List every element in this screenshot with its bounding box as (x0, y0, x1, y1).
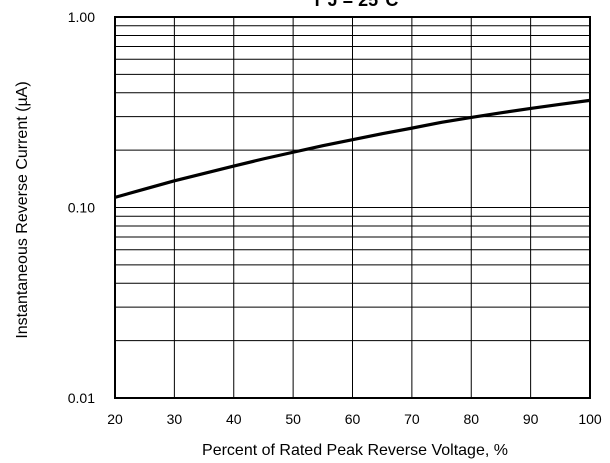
x-tick-label: 90 (523, 411, 539, 427)
y-tick-label: 1.00 (68, 9, 95, 25)
y-tick-labels: 0.01 0.10 1.00 (68, 9, 95, 406)
x-tick-label: 40 (226, 411, 242, 427)
y-axis-label: Instantaneous Reverse Current (µA) (14, 81, 31, 338)
x-tick-label: 50 (285, 411, 301, 427)
x-tick-label: 70 (404, 411, 420, 427)
chart-title: T J = 25°C (312, 0, 399, 10)
plot-frame (114, 16, 591, 399)
y-tick-label: 0.10 (68, 200, 95, 216)
x-tick-label: 80 (463, 411, 479, 427)
x-tick-label: 60 (345, 411, 361, 427)
x-tick-labels: 20 30 40 50 60 70 80 90 100 (107, 411, 602, 427)
x-axis-label: Percent of Rated Peak Reverse Voltage, % (202, 442, 508, 459)
series-line (114, 98, 591, 199)
x-tick-label: 30 (167, 411, 183, 427)
grid-lines (114, 17, 591, 399)
x-tick-label: 20 (107, 411, 123, 427)
y-tick-label: 0.01 (68, 390, 95, 406)
x-tick-label: 100 (578, 411, 602, 427)
